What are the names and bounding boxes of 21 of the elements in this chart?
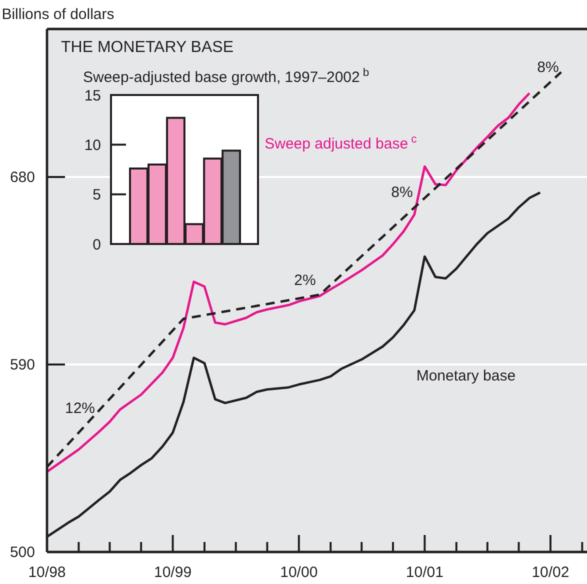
annotation: 8% xyxy=(391,184,413,201)
x-tick-label: 10/02 xyxy=(532,564,570,581)
x-tick-label: 10/00 xyxy=(280,564,318,581)
y-tick-label: 500 xyxy=(10,544,35,561)
x-tick-label: 10/01 xyxy=(406,564,444,581)
y-tick-label: 15 xyxy=(84,87,101,104)
series-label: Sweep adjusted base$^{c}$ xyxy=(264,134,418,153)
x-tick-label: 10/98 xyxy=(28,564,66,581)
x-tick-label: 10/99 xyxy=(154,564,192,581)
annotation: 2% xyxy=(294,272,316,289)
y-tick-label: 680 xyxy=(10,168,35,186)
chart-title: Sweep-adjusted base growth, 1997–2002$^{b}$ xyxy=(83,67,370,86)
y-tick-label: 5 xyxy=(92,186,101,204)
y-axis-title: Billions of dollars xyxy=(2,6,114,23)
text: Monetary base xyxy=(416,367,516,384)
annotation: 12% xyxy=(64,400,96,417)
annotation: 8% xyxy=(537,59,559,76)
y-tick-label: 0 xyxy=(92,236,101,254)
y-tick-label: 10 xyxy=(84,136,101,154)
text: THE MONETARY BASE xyxy=(61,39,234,56)
y-tick-label: 590 xyxy=(10,356,35,374)
